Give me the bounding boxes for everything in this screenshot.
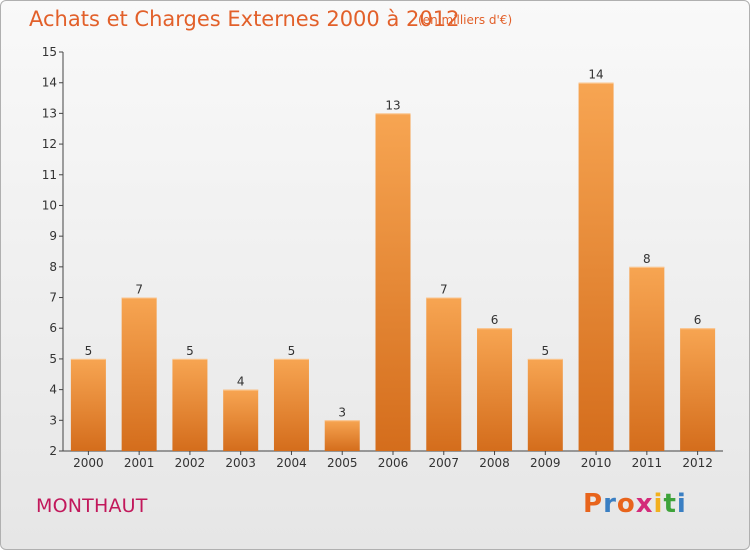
x-tick-label: 2000 <box>73 456 104 470</box>
data-label: 6 <box>694 313 702 327</box>
y-tick-label: 8 <box>49 260 57 274</box>
x-tick-label: 2009 <box>530 456 561 470</box>
y-tick-label: 9 <box>49 229 57 243</box>
logo-letter: x <box>635 489 654 519</box>
data-label: 4 <box>237 375 245 389</box>
bar <box>273 358 309 451</box>
x-tick-label: 2005 <box>327 456 358 470</box>
y-tick-label: 3 <box>49 413 57 427</box>
y-tick-label: 4 <box>49 383 57 397</box>
data-label: 7 <box>135 283 143 297</box>
bar <box>324 420 360 451</box>
bar <box>527 358 563 451</box>
data-label: 5 <box>288 344 296 358</box>
x-tick-label: 2008 <box>479 456 510 470</box>
x-tick-label: 2001 <box>124 456 155 470</box>
logo-letter: i <box>676 489 687 519</box>
bar <box>578 82 614 451</box>
bar <box>223 389 259 451</box>
data-label: 14 <box>588 68 603 82</box>
data-label: 8 <box>643 252 651 266</box>
y-tick-label: 14 <box>42 76 57 90</box>
data-label: 7 <box>440 283 448 297</box>
logo-letter: P <box>583 489 604 519</box>
bar <box>70 358 106 451</box>
y-tick-label: 6 <box>49 321 57 335</box>
y-tick-label: 2 <box>49 444 57 458</box>
data-label: 5 <box>85 344 93 358</box>
bar <box>477 328 513 451</box>
y-tick-label: 15 <box>42 45 57 59</box>
bar <box>172 358 208 451</box>
logo-letter: r <box>603 489 617 519</box>
y-tick-label: 5 <box>49 352 57 366</box>
x-tick-label: 2011 <box>632 456 663 470</box>
logo-letter: i <box>653 489 664 519</box>
y-tick-label: 10 <box>42 198 57 212</box>
bar <box>121 297 157 451</box>
y-tick-label: 7 <box>49 291 57 305</box>
data-label: 13 <box>385 98 400 112</box>
chart-title: Achats et Charges Externes 2000 à 2012 <box>29 7 460 31</box>
data-label: 3 <box>338 405 346 419</box>
chart-subtitle: (en milliers d'€) <box>418 13 513 27</box>
logo-letter: t <box>663 489 677 519</box>
bar <box>375 113 411 451</box>
commune-name: MONTHAUT <box>36 495 148 517</box>
x-tick-label: 2003 <box>225 456 256 470</box>
x-tick-label: 2010 <box>581 456 612 470</box>
data-label: 5 <box>186 344 194 358</box>
data-label: 6 <box>491 313 499 327</box>
bar <box>426 297 462 451</box>
y-tick-label: 11 <box>42 168 57 182</box>
x-tick-label: 2006 <box>378 456 409 470</box>
x-tick-label: 2004 <box>276 456 307 470</box>
proxiti-logo[interactable]: Proxiti <box>583 489 687 519</box>
data-label: 5 <box>541 344 549 358</box>
bar <box>680 328 716 451</box>
x-tick-label: 2002 <box>175 456 206 470</box>
y-tick-label: 13 <box>42 106 57 120</box>
x-tick-label: 2007 <box>428 456 459 470</box>
logo-letter: o <box>616 489 636 519</box>
x-tick-label: 2012 <box>682 456 713 470</box>
bar <box>629 266 665 451</box>
y-tick-label: 12 <box>42 137 57 151</box>
